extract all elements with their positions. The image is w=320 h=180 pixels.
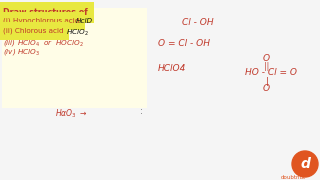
Text: (ii) Chlorous acid: (ii) Chlorous acid: [3, 28, 64, 35]
Text: Draw structures of: Draw structures of: [3, 8, 88, 17]
FancyBboxPatch shape: [2, 8, 147, 108]
Circle shape: [292, 151, 318, 177]
Text: HClO$_2$: HClO$_2$: [66, 28, 89, 38]
Text: |: |: [266, 77, 269, 86]
Text: doubtnut: doubtnut: [280, 175, 306, 180]
Text: HClO4: HClO4: [158, 64, 186, 73]
Text: (iii) $HClO_4$  or  $HOClO_2$: (iii) $HClO_4$ or $HOClO_2$: [3, 38, 84, 48]
Text: O: O: [263, 84, 270, 93]
Text: d: d: [300, 157, 310, 171]
Text: H$\alpha O_3$ $\rightarrow$: H$\alpha O_3$ $\rightarrow$: [55, 107, 87, 120]
Text: Cl - OH: Cl - OH: [182, 18, 214, 27]
Text: O = Cl - OH: O = Cl - OH: [158, 39, 210, 48]
Text: O: O: [263, 54, 270, 63]
Text: 141188242: 141188242: [3, 2, 38, 7]
Text: (iv) $HClO_3$: (iv) $HClO_3$: [3, 47, 40, 57]
Text: ||: ||: [264, 62, 269, 71]
Text: :: :: [140, 107, 143, 116]
Text: HclD: HclD: [76, 18, 93, 24]
Text: HO - Cl = O: HO - Cl = O: [245, 68, 297, 77]
Text: (i) Hypochlorous acid: (i) Hypochlorous acid: [3, 18, 79, 24]
